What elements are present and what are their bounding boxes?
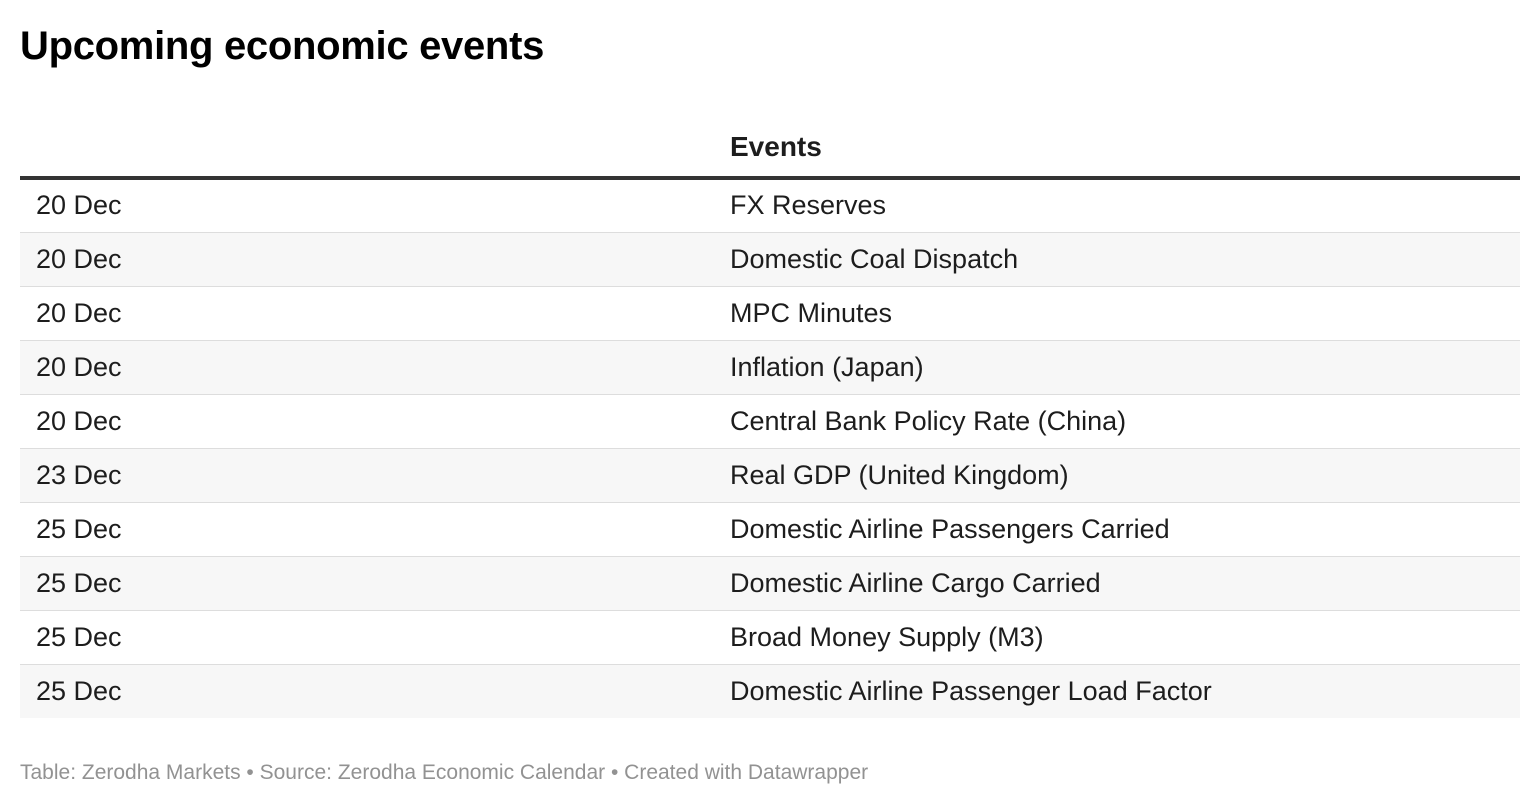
- event-cell: Inflation (Japan): [714, 340, 1520, 395]
- date-cell: 25 Dec: [20, 556, 714, 611]
- table-row: 20 Dec Central Bank Policy Rate (China): [20, 394, 1520, 449]
- date-cell: 20 Dec: [20, 232, 714, 287]
- table-body: 20 Dec FX Reserves 20 Dec Domestic Coal Dis…: [20, 178, 1520, 718]
- date-cell: 23 Dec: [20, 448, 714, 503]
- event-cell: MPC Minutes: [714, 286, 1520, 341]
- event-cell: Domestic Airline Passenger Load Factor: [714, 664, 1520, 718]
- table-row: 25 Dec Broad Money Supply (M3): [20, 610, 1520, 665]
- event-cell: Central Bank Policy Rate (China): [714, 394, 1520, 449]
- event-cell: Domestic Coal Dispatch: [714, 232, 1520, 287]
- events-table: Events 20 Dec FX Reserves 20 Dec Domestic C…: [20, 118, 1520, 718]
- date-cell: 20 Dec: [20, 394, 714, 449]
- chart-title: Upcoming economic events: [20, 24, 545, 68]
- table-row: 20 Dec MPC Minutes: [20, 286, 1520, 341]
- event-cell: FX Reserves: [714, 178, 1520, 233]
- table-row: 20 Dec Domestic Coal Dispatch: [20, 232, 1520, 287]
- table-row: 20 Dec Inflation (Japan): [20, 340, 1520, 395]
- table-row: 25 Dec Domestic Airline Passenger Load Fa…: [20, 664, 1520, 718]
- date-cell: 20 Dec: [20, 178, 714, 233]
- date-cell: 20 Dec: [20, 286, 714, 341]
- table-row: 23 Dec Real GDP (United Kingdom): [20, 448, 1520, 503]
- date-cell: 25 Dec: [20, 610, 714, 665]
- header-row: Events: [20, 118, 1520, 180]
- event-cell: Real GDP (United Kingdom): [714, 448, 1520, 503]
- date-cell: 25 Dec: [20, 502, 714, 557]
- column-header-events: Events: [714, 118, 1520, 180]
- source-footer: Table: Zerodha Markets • Source: Zerodha…: [20, 761, 869, 784]
- table-container: Events 20 Dec FX Reserves 20 Dec Domestic C…: [20, 118, 1520, 718]
- table-row: 25 Dec Domestic Airline Passengers Carrie…: [20, 502, 1520, 557]
- table-row: 20 Dec FX Reserves: [20, 178, 1520, 233]
- table-row: 25 Dec Domestic Airline Cargo Carried: [20, 556, 1520, 611]
- date-cell: 20 Dec: [20, 340, 714, 395]
- event-cell: Broad Money Supply (M3): [714, 610, 1520, 665]
- event-cell: Domestic Airline Passengers Carried: [714, 502, 1520, 557]
- column-header-date: [20, 118, 714, 180]
- date-cell: 25 Dec: [20, 664, 714, 718]
- table-header: Events: [20, 118, 1520, 180]
- event-cell: Domestic Airline Cargo Carried: [714, 556, 1520, 611]
